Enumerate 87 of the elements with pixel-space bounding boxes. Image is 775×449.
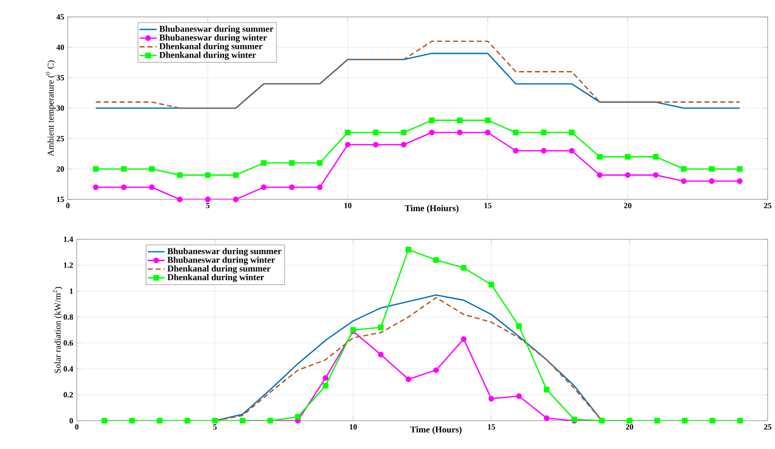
point — [232, 196, 239, 202]
point — [260, 160, 267, 166]
point — [652, 172, 659, 178]
legend-label: Dhenkanal during winter — [167, 274, 264, 282]
point — [460, 336, 467, 342]
point — [708, 178, 715, 184]
legend-label: Dhenkanal during winter — [159, 52, 256, 60]
point — [288, 160, 295, 166]
point — [624, 154, 631, 160]
point — [372, 142, 379, 148]
point — [322, 375, 328, 381]
point — [316, 184, 323, 190]
point — [680, 178, 687, 184]
point — [544, 386, 550, 393]
point — [596, 154, 603, 160]
point — [184, 418, 190, 424]
point — [568, 130, 575, 136]
legend-label: Bhubaneswar during summer — [159, 26, 274, 34]
point — [400, 130, 407, 136]
point — [516, 323, 522, 330]
point — [540, 130, 547, 136]
point — [737, 418, 743, 424]
point — [148, 184, 155, 190]
point — [372, 130, 379, 136]
point — [512, 148, 519, 154]
point — [400, 142, 407, 148]
point — [295, 414, 301, 420]
point — [176, 196, 183, 202]
point — [204, 172, 211, 178]
point — [626, 418, 632, 424]
point — [406, 376, 412, 382]
point — [129, 418, 135, 424]
point — [204, 196, 211, 202]
point — [682, 418, 688, 424]
point — [596, 172, 603, 178]
point — [736, 178, 743, 184]
legend-label: Bhubaneswar during winter — [159, 34, 267, 43]
legend-label: Dhenkanal during summer — [167, 265, 270, 274]
point — [406, 246, 412, 253]
point — [568, 148, 575, 154]
point — [120, 166, 127, 172]
point — [92, 166, 99, 172]
point — [344, 130, 351, 136]
point — [288, 184, 295, 190]
point — [654, 418, 660, 424]
point — [516, 393, 522, 400]
point — [344, 142, 351, 148]
point — [316, 160, 323, 166]
point — [428, 130, 435, 136]
point — [92, 184, 99, 190]
point — [156, 418, 163, 424]
point — [710, 418, 716, 424]
point — [652, 154, 659, 160]
point — [378, 352, 384, 358]
point — [433, 368, 439, 374]
point — [212, 418, 218, 424]
point — [540, 148, 547, 154]
point — [708, 166, 715, 172]
point — [456, 118, 463, 124]
point — [378, 324, 384, 330]
legend-label: Bhubaneswar during winter — [167, 256, 275, 265]
point — [484, 118, 491, 124]
legend-label: Dhenkanal during summer — [159, 43, 262, 52]
point — [428, 118, 435, 124]
legend-label: Bhubaneswar during summer — [167, 248, 282, 256]
point — [120, 184, 127, 190]
point — [488, 396, 494, 402]
point — [624, 172, 631, 178]
x-axis-title: Time (Hours) — [410, 426, 462, 434]
point — [456, 130, 463, 136]
point — [322, 383, 328, 389]
point — [433, 257, 439, 264]
y-axis-title: Ambient temperature ($^{0}$ C) — [46, 60, 56, 156]
point — [544, 415, 550, 422]
point — [232, 172, 239, 178]
x-axis-title: Time (Hoiurs) — [404, 205, 458, 214]
point — [176, 172, 183, 178]
point — [460, 265, 467, 271]
point — [736, 166, 743, 172]
point — [488, 282, 494, 288]
point — [102, 418, 108, 424]
y-axis-title: Solar radiation (kW/m$^{2}$) — [52, 287, 62, 374]
point — [512, 130, 519, 136]
point — [260, 184, 267, 190]
point — [680, 166, 687, 172]
point — [148, 166, 155, 172]
point — [484, 130, 491, 136]
